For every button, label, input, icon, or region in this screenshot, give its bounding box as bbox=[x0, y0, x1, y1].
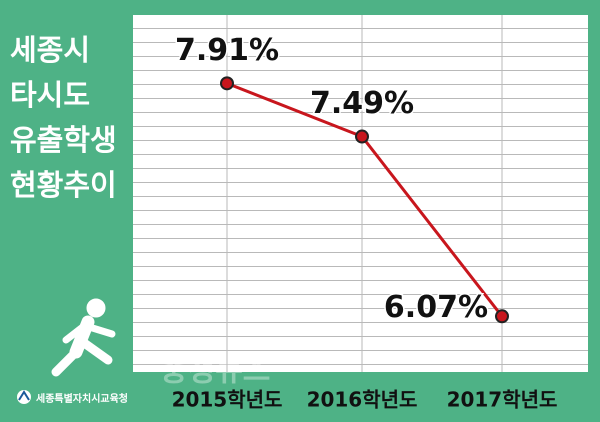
point bbox=[355, 129, 369, 144]
logo bbox=[17, 390, 31, 404]
plot-area bbox=[133, 15, 588, 372]
value-label: 7.91% bbox=[175, 33, 279, 68]
x-tick-label: 2017학년도 bbox=[447, 388, 558, 412]
x-tick-label: 2016학년도 bbox=[307, 388, 418, 412]
source: 세종특별자치시교육청 bbox=[36, 394, 128, 405]
value-label: 7.49% bbox=[310, 86, 414, 121]
watermark: 충청뉴스 bbox=[160, 354, 270, 389]
chart-title: 세종시 타시도 유출학생 현황추이 bbox=[10, 33, 117, 202]
point bbox=[220, 76, 234, 91]
x-tick-label: 2015학년도 bbox=[172, 388, 283, 412]
point bbox=[495, 309, 509, 324]
runner-icon bbox=[51, 298, 116, 377]
value-label: 6.07% bbox=[384, 290, 488, 325]
